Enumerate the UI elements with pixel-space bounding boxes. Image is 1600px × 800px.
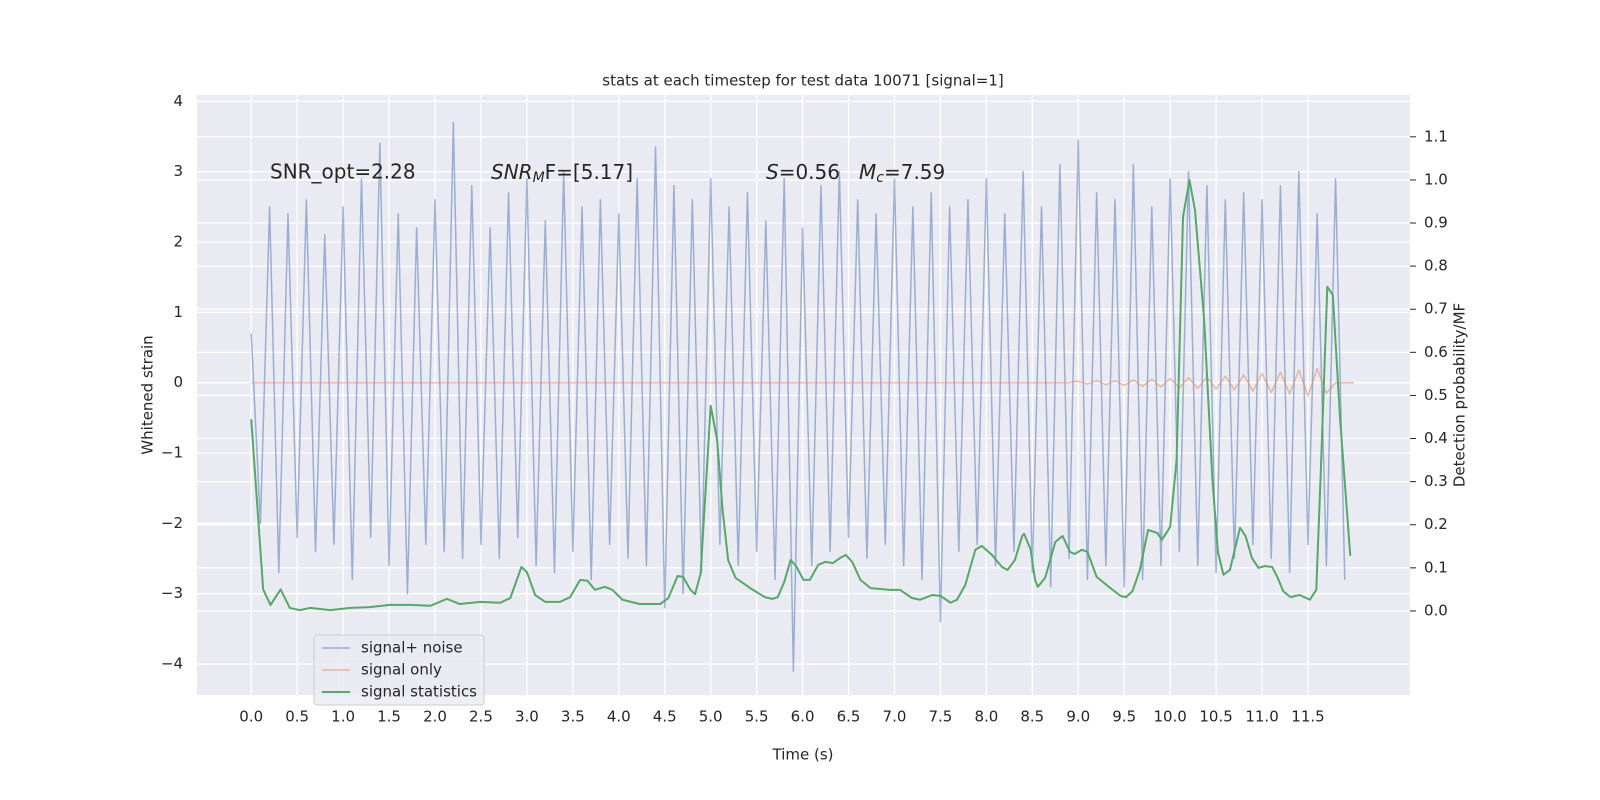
annotation: SNRMF=[5.17] <box>491 160 633 187</box>
y-tick-label: −3 <box>161 584 183 602</box>
annotation: SNR_opt=2.28 <box>270 160 416 184</box>
y2-tick-label: 0.2 <box>1424 515 1448 533</box>
x-tick-label: 3.5 <box>561 708 585 726</box>
series-line <box>251 367 1354 397</box>
x-tick-label: 7.5 <box>928 708 952 726</box>
x-tick-label: 1.5 <box>377 708 401 726</box>
x-tick-label: 11.5 <box>1291 708 1324 726</box>
annotation-part: =0.56 <box>779 160 840 184</box>
annotation-sub: M <box>533 170 545 186</box>
legend: signal+ noise signal only signal statistic… <box>313 634 485 706</box>
x-tick-label: 11.0 <box>1245 708 1278 726</box>
x-tick-label: 5.0 <box>699 708 723 726</box>
y-tick-label: 0 <box>173 373 183 391</box>
legend-label: signal statistics <box>361 683 477 701</box>
legend-box <box>313 634 485 706</box>
x-tick-label: 5.5 <box>745 708 769 726</box>
chart-title: stats at each timestep for test data 100… <box>602 72 1003 90</box>
x-tick-label: 3.0 <box>515 708 539 726</box>
annotation-part: F=[5.17] <box>545 160 633 184</box>
y2-tick-label: 0.0 <box>1424 601 1448 619</box>
y2-tick-label: 1.1 <box>1424 127 1448 145</box>
annotation-part: S <box>766 160 779 184</box>
y-tick-label: 2 <box>173 233 183 251</box>
x-tick-label: 1.0 <box>331 708 355 726</box>
y-tick-label: 4 <box>173 92 183 110</box>
series-line <box>250 121 1346 672</box>
y-tick-label: −1 <box>161 444 183 462</box>
y2-tick-label: 0.7 <box>1424 300 1448 318</box>
y2-tick-label: 0.8 <box>1424 257 1448 275</box>
x-tick-label: 2.0 <box>423 708 447 726</box>
annotation: Mc=7.59 <box>859 160 945 187</box>
annotation-part: =7.59 <box>884 160 945 184</box>
series-line <box>250 178 1352 612</box>
x-axis-label: Time (s) <box>772 746 834 764</box>
y-tick-label: −4 <box>161 655 183 673</box>
legend-label: signal only <box>361 661 442 679</box>
x-tick-label: 4.5 <box>653 708 677 726</box>
grid <box>197 95 1410 695</box>
x-tick-label: 10.0 <box>1153 708 1186 726</box>
annotation-part: SNR <box>491 160 533 184</box>
x-tick-label: 0.0 <box>239 708 263 726</box>
legend-label: signal+ noise <box>361 639 463 657</box>
x-tick-label: 8.5 <box>1020 708 1044 726</box>
x-tick-label: 7.0 <box>883 708 907 726</box>
x-tick-label: 9.0 <box>1066 708 1090 726</box>
x-tick-label: 6.5 <box>837 708 861 726</box>
y2-axis-label: Detection probability/MF <box>1451 303 1469 487</box>
x-tick-label: 6.0 <box>791 708 815 726</box>
annotation: S=0.56 <box>766 160 840 184</box>
annotation-sub: c <box>876 170 884 186</box>
x-tick-label: 9.5 <box>1112 708 1136 726</box>
x-tick-label: 0.5 <box>285 708 309 726</box>
x-tick-label: 4.0 <box>607 708 631 726</box>
y2-tick-label: 0.4 <box>1424 429 1448 447</box>
marks <box>250 121 1354 672</box>
y2-tick-label: 1.0 <box>1424 170 1448 188</box>
x-tick-label: 2.5 <box>469 708 493 726</box>
y-tick-label: −2 <box>161 514 183 532</box>
y2-tick-label: 0.9 <box>1424 214 1448 232</box>
y2-tick-label: 0.5 <box>1424 386 1448 404</box>
y-axis-label: Whitened strain <box>139 335 157 454</box>
y-tick-label: 3 <box>173 162 183 180</box>
y2-tick-label: 0.3 <box>1424 472 1448 490</box>
annotation-part: M <box>859 160 876 184</box>
x-tick-label: 10.5 <box>1199 708 1232 726</box>
y2-tick-label: 0.1 <box>1424 558 1448 576</box>
y-tick-label: 1 <box>173 303 183 321</box>
y2-tick-label: 0.6 <box>1424 343 1448 361</box>
x-tick-label: 8.0 <box>974 708 998 726</box>
